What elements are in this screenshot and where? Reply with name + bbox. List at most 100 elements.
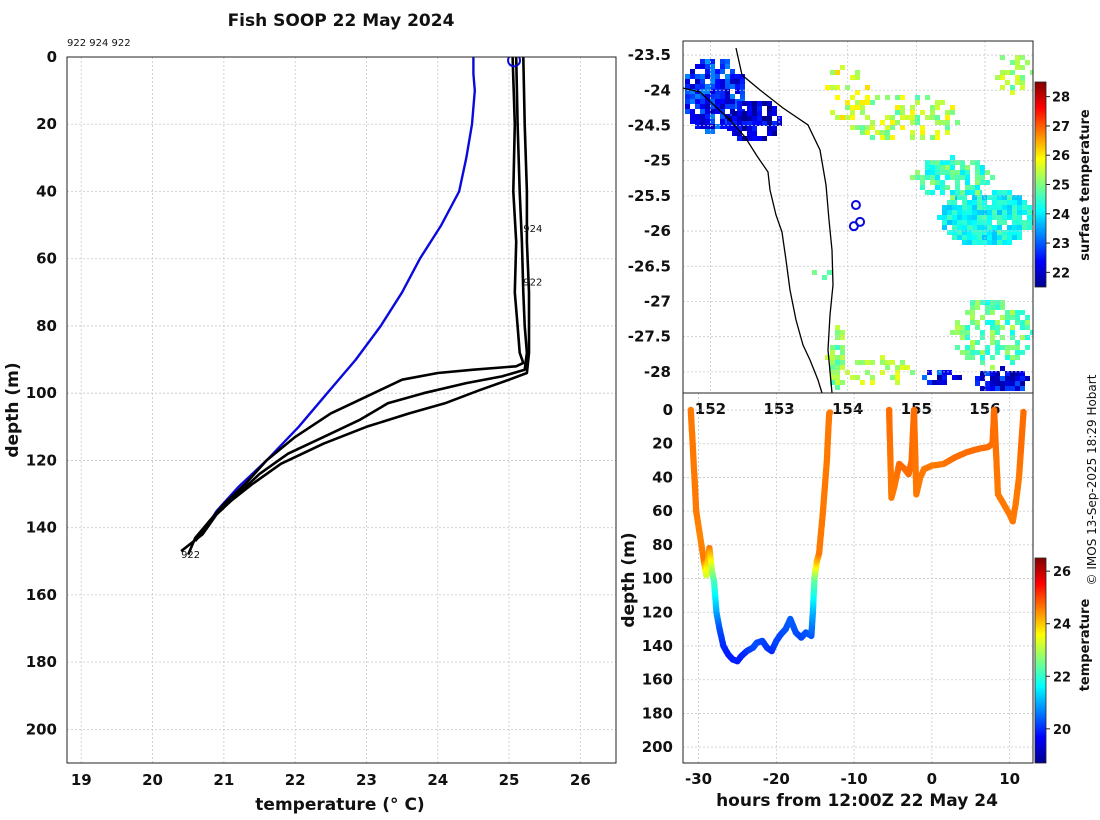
sst-cell: [752, 126, 757, 131]
coastline: [682, 87, 823, 394]
sst-cell: [710, 94, 715, 99]
sst-cb-tick-label: 27: [1052, 120, 1070, 135]
sst-cell: [910, 120, 915, 125]
sst-cell: [725, 59, 730, 64]
sst-cell: [700, 124, 705, 129]
sst-cell: [965, 185, 970, 190]
sst-cell: [987, 220, 992, 225]
sst-cell: [967, 200, 972, 205]
sst-cell: [970, 160, 975, 165]
profile-ytick-label: 0: [47, 48, 57, 66]
profile-annotation: 924: [523, 224, 542, 235]
sst-cell: [1025, 325, 1030, 330]
map-xtick-label: 154: [832, 400, 863, 418]
sst-cell: [890, 375, 895, 380]
sst-cell: [705, 59, 710, 64]
sst-cell: [987, 230, 992, 235]
temp-cb-tick-label: 20: [1053, 723, 1071, 738]
sst-cell: [710, 99, 715, 104]
sst-cell: [975, 320, 980, 325]
sst-cell: [985, 300, 990, 305]
sst-cell: [757, 101, 762, 106]
sst-cell: [1022, 225, 1027, 230]
sst-cell: [947, 230, 952, 235]
sst-cell: [695, 64, 700, 69]
sst-cell: [685, 74, 690, 79]
sst-cell: [890, 115, 895, 120]
sst-cell: [685, 79, 690, 84]
sst-cell: [1002, 235, 1007, 240]
sst-cell: [935, 160, 940, 165]
sst-cell: [732, 111, 737, 116]
sst-cell: [855, 90, 860, 95]
sst-cell: [1020, 381, 1025, 386]
sst-cell: [715, 84, 720, 89]
profile-ytick-label: 60: [36, 250, 57, 268]
sst-cell: [990, 381, 995, 386]
sst-cell: [967, 215, 972, 220]
sst-cell: [970, 340, 975, 345]
sst-cell: [975, 180, 980, 185]
track-point: [1020, 408, 1027, 416]
sst-cell: [720, 94, 725, 99]
sst-cell: [1007, 240, 1012, 245]
sst-cell: [740, 94, 745, 99]
sst-cell: [972, 240, 977, 245]
profile-ytick-label: 120: [26, 451, 57, 469]
sst-cell: [1000, 300, 1005, 305]
sst-cell: [1002, 200, 1007, 205]
sst-cell: [710, 69, 715, 74]
sst-cell: [840, 365, 845, 370]
sst-cell: [1010, 310, 1015, 315]
sst-cell: [865, 125, 870, 130]
profile-xtick-label: 21: [213, 771, 234, 789]
profile-xtick-label: 20: [142, 771, 163, 789]
sst-cell: [980, 170, 985, 175]
sst-cell: [985, 170, 990, 175]
sst-cell: [972, 195, 977, 200]
map-ticks: 152153154155156-23.5-24-24.5-25-25.5-26-…: [628, 46, 1001, 418]
sst-cell: [715, 79, 720, 84]
sst-cell: [830, 345, 835, 350]
sst-cell: [915, 170, 920, 175]
sst-cell: [960, 190, 965, 195]
sst-cell: [972, 205, 977, 210]
sst-cell: [942, 380, 947, 385]
sst-cell: [695, 74, 700, 79]
sst-cell: [935, 130, 940, 135]
sst-cell: [995, 75, 1000, 80]
profile-ytick-label: 40: [36, 182, 57, 200]
sst-cell: [920, 175, 925, 180]
sst-cell: [995, 340, 1000, 345]
sst-cell: [830, 85, 835, 90]
depth-time-xtick-label: -30: [685, 770, 712, 788]
sst-cell: [752, 116, 757, 121]
sst-cell: [990, 365, 995, 370]
sst-cell: [990, 355, 995, 360]
sst-cell: [985, 305, 990, 310]
sst-cell: [987, 235, 992, 240]
sst-cell: [965, 350, 970, 355]
sst-cell: [940, 120, 945, 125]
sst-cell: [1010, 386, 1015, 391]
sst-cell: [845, 85, 850, 90]
sst-cell: [1005, 70, 1010, 75]
sst-colorbar: [1034, 81, 1047, 288]
sst-cell: [997, 190, 1002, 195]
sst-cell: [865, 115, 870, 120]
sst-cell: [970, 345, 975, 350]
sst-cell: [995, 305, 1000, 310]
sst-cell: [747, 121, 752, 126]
sst-cell: [730, 79, 735, 84]
sst-cell: [975, 350, 980, 355]
sst-cell: [1020, 75, 1025, 80]
sst-cell: [1000, 85, 1005, 90]
sst-cell: [970, 185, 975, 190]
sst-cell: [1000, 55, 1005, 60]
sst-cell: [1000, 70, 1005, 75]
sst-cell: [975, 185, 980, 190]
sst-cell: [1025, 376, 1030, 381]
sst-cell: [1010, 355, 1015, 360]
profile-xtick-label: 24: [427, 771, 448, 789]
